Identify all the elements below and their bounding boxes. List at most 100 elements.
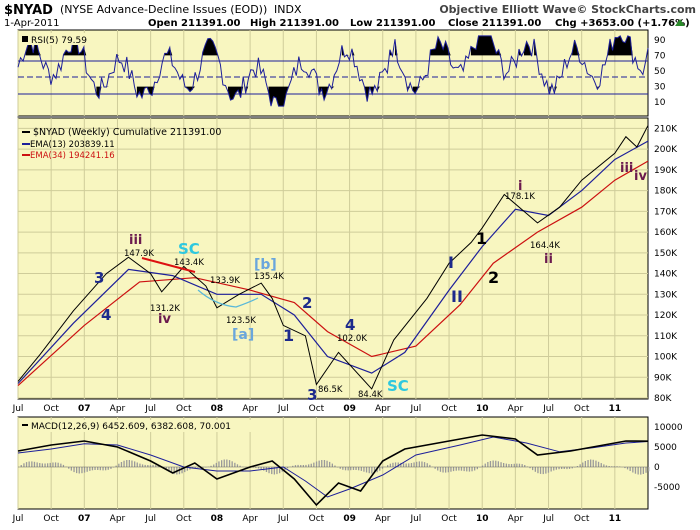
x-axis-label: Apr [375,514,391,524]
wave-label-ii: ii [544,252,553,267]
x-axis-label: Oct [43,514,59,524]
macd-histogram-bar [300,465,302,467]
ema13-legend-swatch [22,143,30,145]
price-label-102.0k: 102.0K [337,334,367,344]
macd-histogram-bar [437,467,439,471]
macd-histogram-bar [413,462,415,467]
macd-histogram-bar [626,467,629,470]
macd-histogram-bar [136,462,138,467]
macd-histogram-bar [60,463,62,467]
macd-histogram-bar [500,462,502,467]
change-value: Chg +3653.00 (+1.76%) [555,18,690,29]
macd-histogram-bar [529,467,531,469]
macd-histogram-bar [276,467,278,475]
ema13-legend: EMA(13) 203839.11 [30,140,115,150]
macd-legend-swatch [22,424,28,426]
macd-histogram-bar [373,467,376,474]
rsi-oversold-fill [96,86,600,107]
macd-histogram-bar [613,466,615,467]
wave-label-1-black: 1 [476,229,487,248]
x-axis-label: Oct [574,514,590,524]
macd-histogram-bar [355,467,357,470]
macd-histogram-bar [47,463,49,467]
macd-histogram-bar [582,462,584,467]
price-label-178.1k: 178.1K [505,192,535,202]
exchange: INDX [274,3,302,16]
macd-histogram-bar [455,467,457,471]
rsi-tick-label: 50 [654,67,666,77]
macd-histogram-bar [555,467,557,470]
macd-histogram-bar [126,460,128,467]
x-axis-label: 09 [343,514,356,524]
macd-histogram-bar [397,462,399,467]
x-axis-label: Oct [43,404,59,414]
macd-histogram-bar [545,467,547,474]
macd-histogram-bar [402,463,405,467]
macd-histogram-bar [445,467,447,473]
rsi-line [17,35,649,107]
macd-histogram-bar [86,467,88,472]
macd-histogram-bar [642,467,644,474]
macd-histogram-bar [632,467,634,473]
macd-histogram-bar [228,460,231,467]
macd-histogram-bar [608,466,610,467]
macd-label-bg [20,420,282,432]
macd-histogram-bar [410,463,413,467]
macd-histogram-bar [255,467,257,468]
x-axis-label: Jul [542,404,554,414]
macd-histogram-bar [634,467,637,474]
macd-histogram-bar [405,463,407,467]
macd-histogram-bar [344,467,347,471]
macd-histogram-bar [579,464,581,467]
macd-line [17,434,649,507]
macd-histogram-bar [476,467,478,470]
macd-histogram-bar [252,467,254,468]
macd-tick-label: 10000 [654,423,683,433]
macd-histogram-bar [186,467,188,471]
macd-histogram-bar [131,460,133,467]
macd-histogram-bar [197,467,199,468]
x-axis-label: 11 [609,514,622,524]
x-axis-label: Oct [176,404,192,414]
macd-histogram-bar [331,463,333,467]
rsi-panel [17,29,649,117]
macd-histogram-bar [107,467,109,470]
macd-histogram-bar [273,467,275,475]
macd-histogram-bar [416,461,418,467]
macd-histogram-bar [640,467,642,475]
macd-histogram-bar [73,467,75,473]
macd-histogram-bar [78,467,80,474]
macd-histogram-bar [508,464,510,467]
macd-histogram-bar [52,462,54,467]
macd-histogram-bar [487,462,489,467]
wave-label-4-second: 4 [345,316,355,334]
macd-histogram-bar [358,467,360,471]
macd-histogram-bar [611,466,613,467]
x-axis-label: Jul [277,404,289,414]
macd-histogram-bar [294,465,297,467]
macd-histogram-bar [629,467,631,471]
price-tick-label: 140K [654,270,678,280]
macd-histogram-bar [497,461,499,467]
rsi-tick-label: 70 [654,51,666,61]
macd-histogram-bar [97,467,99,470]
rsi-tick-label: 10 [654,98,666,108]
macd-tick-label: 0 [654,463,660,473]
macd-histogram-bar [226,459,228,467]
wave-label-2-black: 2 [488,268,499,287]
macd-histogram-bar [215,462,217,467]
macd-histogram-bar [463,467,465,472]
macd-histogram-bar [342,467,344,470]
price-label-135.4k: 135.4K [254,272,284,282]
x-axis-label: Apr [508,404,524,414]
macd-histogram-bar [452,467,455,472]
macd-histogram-bar [44,463,46,467]
macd-histogram-bar [605,465,608,467]
price-tick-label: 110K [654,332,678,342]
symbol: $NYAD [4,3,53,18]
macd-histogram-bar [221,460,223,467]
macd-histogram-bar [157,465,159,467]
price-label-131.2k: 131.2K [150,304,180,314]
up-triangle-icon [675,19,685,26]
macd-histogram-bar [271,467,273,475]
